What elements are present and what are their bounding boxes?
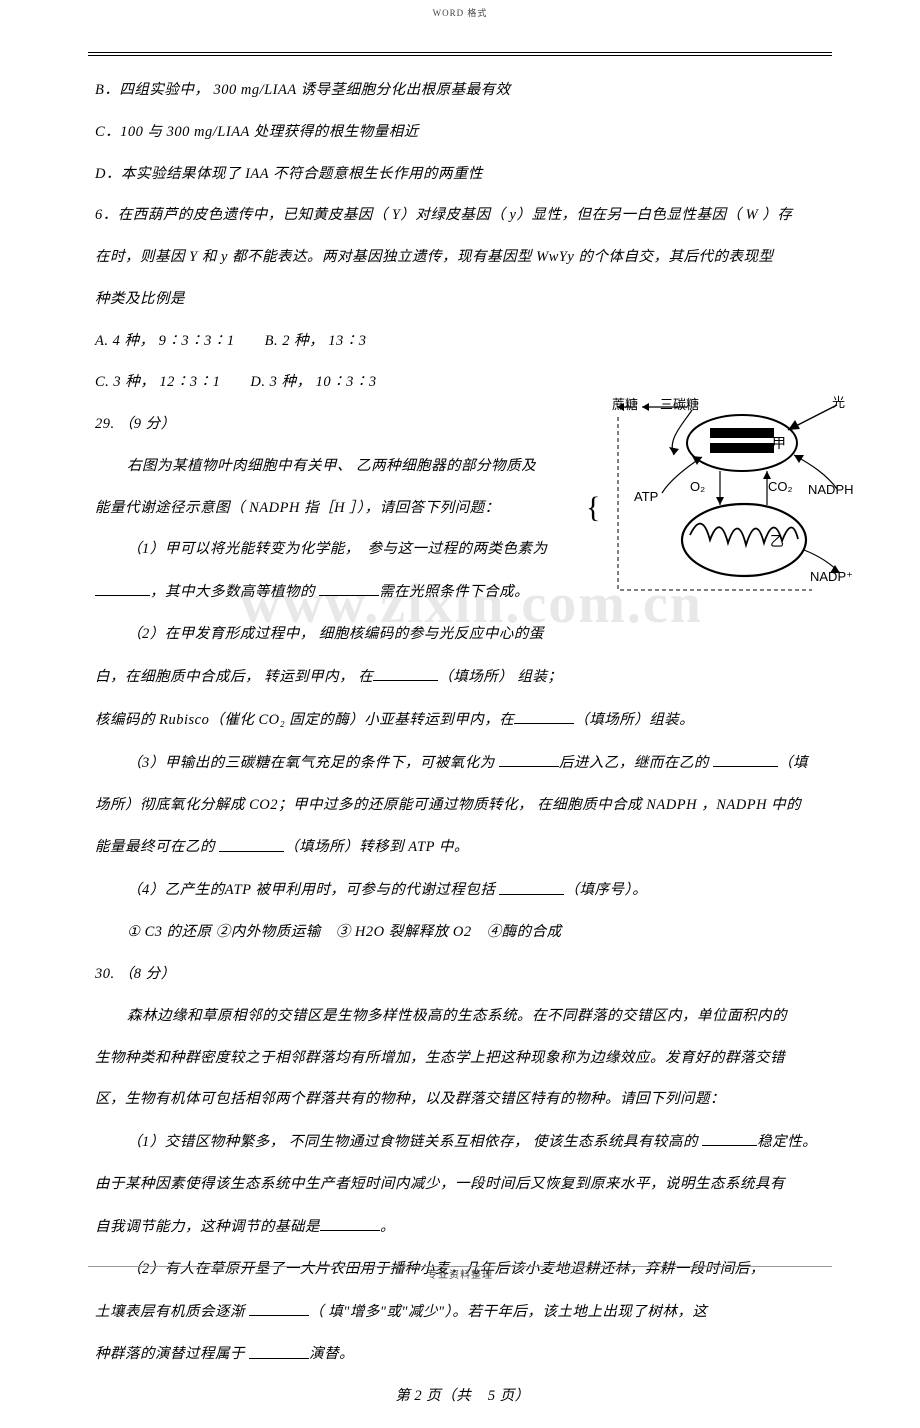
q29-p4b: ① C3 的还原 ②内外物质运输 ③ H2O 裂解释放 O2 ④酶的合成	[95, 922, 830, 944]
top-rule-1	[88, 52, 832, 53]
blank-8	[499, 879, 564, 894]
opt-d: D．本实验结果体现了 IAA 不符合题意根生长作用的两重性	[95, 164, 830, 186]
label-co2: CO₂	[768, 477, 793, 497]
q6-ab: A. 4 种， 9∶3∶3∶1 B. 2 种， 13∶3	[95, 331, 830, 353]
q29-p2b-tail: （填场所） 组装；	[438, 669, 562, 685]
label-yi: 乙	[770, 531, 784, 552]
label-light: 光	[832, 393, 845, 413]
q29-intro1: 右图为某植物叶肉细胞中有关甲、 乙两种细胞器的部分物质及	[95, 456, 595, 478]
q29-p1b-txt: ，其中大多数高等植物的	[150, 584, 319, 600]
opt-c: C．100 与 300 mg/LIAA 处理获得的根生物量相近	[95, 122, 830, 144]
page-number: 第 2 页（共 5 页）	[95, 1386, 830, 1408]
q30-p1c-txt: 自我调节能力，这种调节的基础是	[95, 1219, 320, 1235]
label-jia: 甲	[772, 433, 786, 454]
q30-p1a: （1）交错区物种繁多， 不同生物通过食物链关系互相依存， 使该生态系统具有较高的…	[95, 1131, 830, 1154]
q30-p2b-mid: （ 填"增多"或"减少"）。若干年后，该土地上出现了树林，这	[309, 1304, 707, 1320]
blank-5	[499, 752, 559, 767]
blank-4	[514, 709, 574, 724]
footer-rule	[88, 1266, 832, 1267]
q29-p4a: （4）乙产生的ATP 被甲利用时，可参与的代谢过程包括 （填序号）。	[95, 879, 830, 902]
metabolism-figure: 蔗糖 三碳糖 光 ATP O₂ CO₂ NADPH 甲 乙 NADP⁺	[612, 395, 852, 605]
q30-p1c: 自我调节能力，这种调节的基础是 。	[95, 1216, 830, 1239]
q29-p3a-mid: 后进入乙，继而在乙的	[559, 755, 713, 771]
label-sucrose: 蔗糖	[612, 395, 638, 415]
q6-cd: C. 3 种， 12∶3∶1 D. 3 种， 10∶3∶3	[95, 372, 830, 394]
label-o2: O₂	[690, 477, 705, 497]
q30-p1a-tail: 稳定性。	[757, 1134, 817, 1150]
label-triose: 三碳糖	[660, 395, 699, 415]
page-content: B．四组实验中， 300 mg/LIAA 诱导茎细胞分化出根原基最有效 C．10…	[95, 80, 830, 1428]
q30-p2b-txt: 土壤表层有机质会逐渐	[95, 1304, 249, 1320]
q30-p2b: 土壤表层有机质会逐渐 （ 填"增多"或"减少"）。若干年后，该土地上出现了树林，…	[95, 1301, 830, 1324]
blank-6	[713, 752, 778, 767]
blank-10	[320, 1216, 380, 1231]
q30-p1b: 由于某种因素使得该生态系统中生产者短时间内减少，一段时间后又恢复到原来水平，说明…	[95, 1174, 830, 1196]
q29-intro2: 能量代谢途径示意图（ NADPH 指［H ］），请回答下列问题：	[95, 498, 595, 520]
footer-text: 专业资料整理	[0, 1268, 920, 1283]
q29-p3a-tail: （填	[778, 755, 808, 771]
blank-2	[319, 581, 379, 596]
blank-7	[219, 836, 284, 851]
q6-line3: 种类及比例是	[95, 289, 830, 311]
q6-line1: 6．在西葫芦的皮色遗传中，已知黄皮基因（ Y）对绿皮基因（ y）显性，但在另一白…	[95, 205, 830, 227]
q30-p2c-tail: 演替。	[309, 1347, 354, 1363]
q29-p1b: ，其中大多数高等植物的 需在光照条件下合成。	[95, 581, 585, 604]
blank-12	[249, 1343, 309, 1358]
q29-p4a-tail: （填序号）。	[564, 883, 647, 899]
pager-post: 5 页）	[488, 1388, 530, 1404]
opt-b: B．四组实验中， 300 mg/LIAA 诱导茎细胞分化出根原基最有效	[95, 80, 830, 102]
blank-9	[702, 1131, 757, 1146]
label-nadp: NADP⁺	[810, 567, 853, 587]
top-header: WORD 格式	[0, 7, 920, 21]
q29-p3c-txt: 能量最终可在乙的	[95, 840, 219, 856]
q30-intro1: 森林边缘和草原相邻的交错区是生物多样性极高的生态系统。在不同群落的交错区内，单位…	[95, 1006, 830, 1028]
q29-p3a: （3）甲输出的三碳糖在氧气充足的条件下，可被氧化为 后进入乙，继而在乙的 （填	[95, 752, 830, 775]
top-rule-2	[88, 55, 832, 56]
q29-p3a-txt: （3）甲输出的三碳糖在氧气充足的条件下，可被氧化为	[127, 755, 499, 771]
pager-pre: 第 2 页（共	[395, 1388, 471, 1404]
q6-line2: 在时，则基因 Y 和 y 都不能表达。两对基因独立遗传，现有基因型 WwYy 的…	[95, 247, 830, 269]
q30-p2c-txt: 种群落的演替过程属于	[95, 1347, 249, 1363]
q29-p2b: 白，在细胞质中合成后， 转运到甲内， 在 （填场所） 组装；	[95, 666, 605, 689]
q30-p1c-tail: 。	[380, 1219, 395, 1235]
q29-p1a: （1）甲可以将光能转变为化学能， 参与这一过程的两类色素为	[95, 539, 575, 561]
q29-p2a: （2）在甲发育形成过程中， 细胞核编码的参与光反应中心的蛋	[95, 624, 575, 646]
q29-p4a-txt: （4）乙产生的ATP 被甲利用时，可参与的代谢过程包括	[127, 883, 499, 899]
q30-intro3: 区，生物有机体可包括相邻两个群落共有的物种，以及群落交错区特有的物种。请回下列问…	[95, 1089, 830, 1111]
label-nadph: NADPH	[808, 480, 854, 500]
blank-3	[373, 666, 438, 681]
q29-p3b: 场所）彻底氧化分解成 CO2；甲中过多的还原能可通过物质转化， 在细胞质中合成 …	[95, 795, 830, 817]
q30-p1a-txt: （1）交错区物种繁多， 不同生物通过食物链关系互相依存， 使该生态系统具有较高的	[127, 1134, 702, 1150]
q29-p3c-tail: （填场所）转移到 ATP 中。	[284, 840, 469, 856]
q29-p3c: 能量最终可在乙的 （填场所）转移到 ATP 中。	[95, 836, 830, 859]
label-atp: ATP	[634, 487, 658, 507]
blank-1	[95, 581, 150, 596]
q29-p2c: 核编码的 Rubisco（催化 CO₂ 固定的酶）小亚基转运到甲内，在 （填场所）…	[95, 709, 830, 732]
q29-p1b-tail: 需在光照条件下合成。	[379, 584, 529, 600]
q29-p2c-txt: 核编码的 Rubisco（催化 CO₂ 固定的酶）小亚基转运到甲内，在	[95, 712, 514, 728]
q29-p2b-txt: 白，在细胞质中合成后， 转运到甲内， 在	[95, 669, 373, 685]
q29-p2c-tail: （填场所）组装。	[574, 712, 694, 728]
q30-title: 30. （8 分）	[95, 964, 830, 986]
q30-intro2: 生物种类和种群密度较之于相邻群落均有所增加，生态学上把这种现象称为边缘效应。发育…	[95, 1048, 830, 1070]
q30-p2c: 种群落的演替过程属于 演替。	[95, 1343, 830, 1366]
